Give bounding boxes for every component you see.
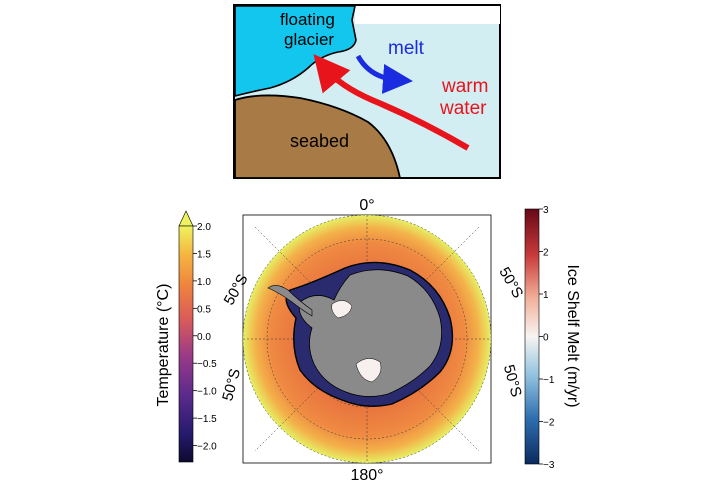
lat-label-right-lower: 50°S <box>500 363 525 399</box>
melt-tick-label: −2 <box>543 418 555 429</box>
melt-colorbar-ticks: 3 2 1 0 −1 −2 −3 <box>539 205 555 471</box>
ice-shelf-schematic: floating glacier melt warm water seabed <box>233 4 501 179</box>
temp-tick-label: −1.0 <box>197 387 217 398</box>
temp-tick-label: 0.0 <box>197 332 211 343</box>
melt-colorbar: 3 2 1 0 −1 −2 −3 Ice Shelf Melt (m/yr) <box>524 205 581 471</box>
melt-tick-label: 0 <box>543 333 549 344</box>
melt-colorbar-label: Ice Shelf Melt (m/yr) <box>564 264 581 407</box>
warm-label-line2: water <box>439 98 487 119</box>
antarctic-peninsula <box>267 285 313 317</box>
lat-label-right-upper: 50°S <box>495 264 526 301</box>
temp-tick-label: 1.5 <box>197 249 211 260</box>
temperature-colorbar-ticks: 2.0 1.5 1.0 0.5 0.0 −0.5 −1.0 −1.5 −2.0 <box>193 222 217 453</box>
glacier-label-line1: floating <box>280 10 335 29</box>
seabed-shape <box>234 94 402 179</box>
temp-tick-label: −2.0 <box>197 442 217 453</box>
seabed-label: seabed <box>290 131 349 151</box>
temperature-colorbar: 2.0 1.5 1.0 0.5 0.0 −0.5 −1.0 −1.5 −2.0 Temperat… <box>155 210 217 463</box>
melt-colorbar-bar <box>524 208 540 465</box>
warm-water-arrow <box>313 54 470 151</box>
antarctica-landmass <box>298 269 443 397</box>
melt-label: melt <box>388 38 425 59</box>
lat-label-left-lower: 50°S <box>219 367 244 403</box>
melt-tick-label: 3 <box>543 205 549 216</box>
floating-glacier <box>234 5 357 98</box>
temperature-colorbar-extend-triangle <box>178 210 194 227</box>
temp-tick-label: 0.5 <box>197 304 211 315</box>
antarctic-map: 0° 180° 50°S 50°S 50°S 50°S <box>219 197 526 484</box>
filchner-ronne-ice-shelf <box>331 300 353 319</box>
temp-tick-label: 1.0 <box>197 277 211 288</box>
floating-glacier-shape <box>235 6 500 24</box>
temp-tick-label: 2.0 <box>197 222 211 233</box>
temp-tick-label: −1.5 <box>197 414 217 425</box>
graticule-lon-45 <box>254 226 480 452</box>
melt-tick-label: −3 <box>543 460 555 471</box>
temperature-colorbar-bar <box>178 225 194 463</box>
glacier-label-line2: glacier <box>284 30 334 49</box>
temperature-colorbar-label: Temperature (°C) <box>155 284 172 407</box>
melt-tick-label: 2 <box>543 248 549 259</box>
lon-label-bottom: 180° <box>350 467 383 484</box>
lon-label-top: 0° <box>359 197 374 214</box>
melt-tick-label: −1 <box>543 375 555 386</box>
graticule-lon-135 <box>254 226 480 452</box>
melt-arrow <box>355 54 413 94</box>
temp-tick-label: −0.5 <box>197 359 217 370</box>
warm-label-line1: warm <box>441 76 488 97</box>
ross-ice-shelf <box>355 358 382 383</box>
melt-tick-label: 1 <box>543 290 549 301</box>
